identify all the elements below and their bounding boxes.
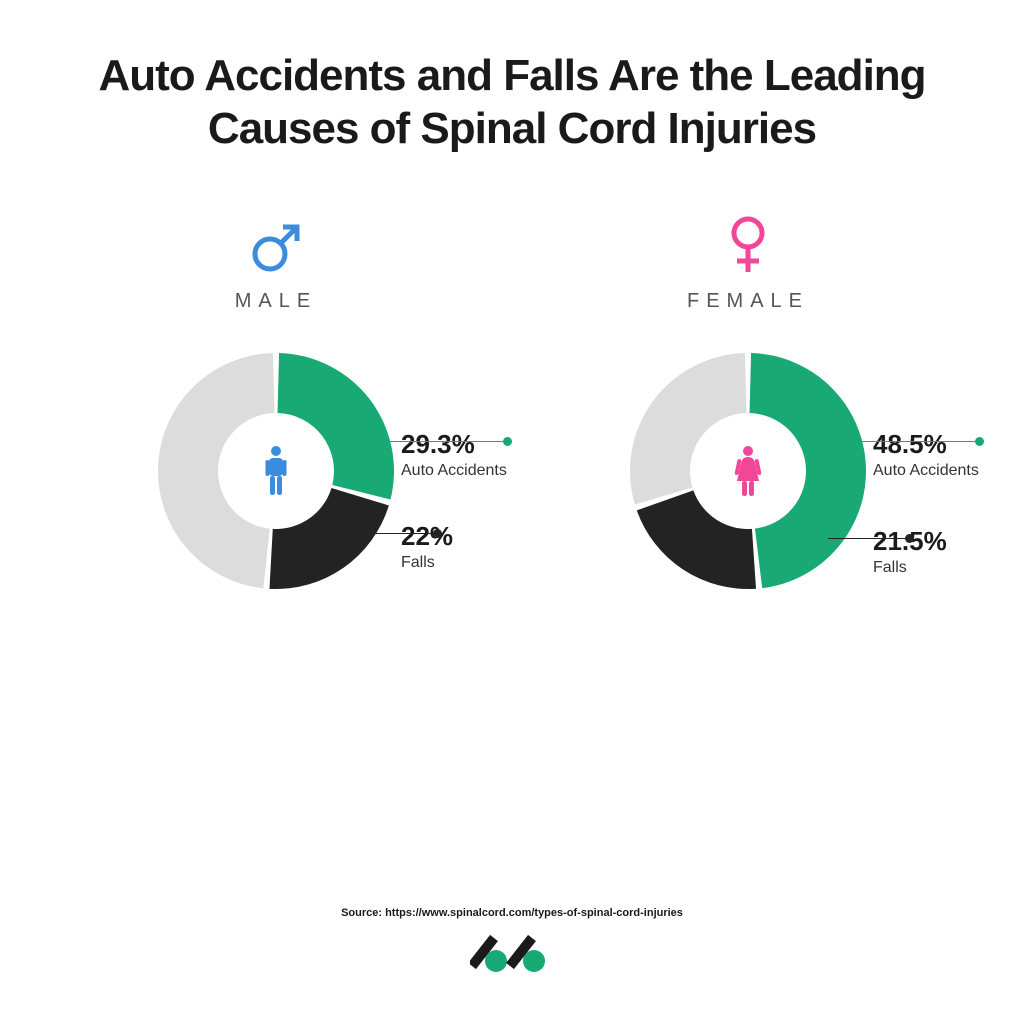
male-auto-value: 29.3% [401,429,507,460]
male-symbol-icon [250,216,302,276]
female-falls-label: Falls [873,559,947,577]
donut-segment-auto [750,353,866,588]
person-female-icon [733,445,763,497]
donut-segment-other [158,353,274,588]
donut-segment-auto [278,353,394,499]
male-falls-label: Falls [401,554,453,572]
source-citation: Source: https://www.spinalcord.com/types… [0,907,1024,919]
person-male-icon [263,445,289,497]
male-label: MALE [235,290,317,313]
female-label: FEMALE [687,290,809,313]
female-auto-label: Auto Accidents [873,462,979,480]
donut-segment-falls [637,490,756,589]
female-auto-value: 48.5% [873,429,979,460]
page-title: Auto Accidents and Falls Are the Leading… [0,0,1024,156]
annotations-female: 48.5% Auto Accidents 21.5% Falls [873,341,1024,601]
donut-female: 48.5% Auto Accidents 21.5% Falls [618,341,878,601]
male-auto-label: Auto Accidents [401,462,507,480]
annotations-male: 29.3% Auto Accidents 22% Falls [401,341,621,601]
chart-female: FEMALE 4 [618,216,878,601]
female-symbol-icon [727,216,769,276]
chart-male: MALE 29. [146,216,406,601]
donut-segment-other [630,353,746,504]
donut-segment-falls [269,488,388,589]
brand-logo-icon [470,934,554,979]
donut-male: 29.3% Auto Accidents 22% Falls [146,341,406,601]
charts-container: MALE 29. [0,156,1024,601]
male-falls-value: 22% [401,521,453,552]
